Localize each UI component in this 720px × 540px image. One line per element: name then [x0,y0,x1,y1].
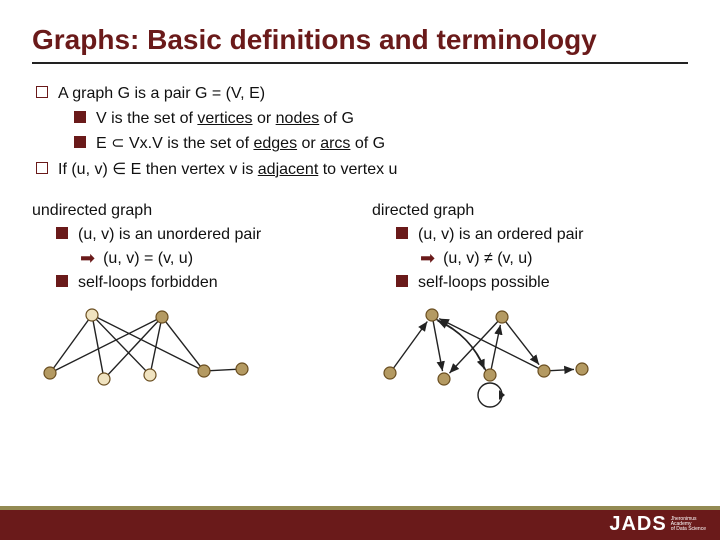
directed-graph [372,303,688,420]
undir-l2-text: self-loops forbidden [78,271,218,294]
logo-text: JADS [609,513,666,536]
filled-square-icon [56,227,68,239]
title-rule [32,62,688,64]
undir-heading: undirected graph [32,199,348,222]
bullet-1b-text: E ⊂ Vx.V is the set of edges or arcs of … [96,132,385,155]
jads-logo: JADS Jheronimus Academy of Data Science [609,513,706,536]
undirected-graph [32,303,348,410]
slide-title: Graphs: Basic definitions and terminolog… [32,24,688,56]
undir-l1b: ➡ (u, v) = (v, u) [80,247,348,270]
bullet-1: A graph G is a pair G = (V, E) [36,82,688,105]
filled-square-icon [56,275,68,287]
hollow-square-icon [36,162,48,174]
logo-subtext: Jheronimus Academy of Data Science [671,517,706,532]
column-directed: directed graph (u, v) is an ordered pair… [372,199,688,420]
dir-l2: self-loops possible [396,271,688,294]
undir-l2: self-loops forbidden [56,271,348,294]
filled-square-icon [74,111,86,123]
column-undirected: undirected graph (u, v) is an unordered … [32,199,348,420]
bullet-1a-text: V is the set of vertices or nodes of G [96,107,354,130]
footer-bar: JADS Jheronimus Academy of Data Science [0,510,720,540]
slide: Graphs: Basic definitions and terminolog… [0,0,720,540]
filled-square-icon [396,227,408,239]
directed-graph-svg [372,303,612,413]
bullet-2-text: If (u, v) ∈ E then vertex v is adjacent … [58,158,397,181]
undirected-graph-svg [32,303,272,403]
dir-heading: directed graph [372,199,688,222]
bullet-1a: V is the set of vertices or nodes of G [74,107,688,130]
undir-heading-text: undirected graph [32,199,152,222]
undir-l1: (u, v) is an unordered pair [56,223,348,246]
dir-l1-text: (u, v) is an ordered pair [418,223,583,246]
dir-l2-text: self-loops possible [418,271,550,294]
hollow-square-icon [36,86,48,98]
content-block: A graph G is a pair G = (V, E) V is the … [32,82,688,420]
undir-l1b-text: (u, v) = (v, u) [103,247,193,270]
dir-l1: (u, v) is an ordered pair [396,223,688,246]
bullet-1b: E ⊂ Vx.V is the set of edges or arcs of … [74,132,688,155]
undir-l1-text: (u, v) is an unordered pair [78,223,261,246]
dir-l1b: ➡ (u, v) ≠ (v, u) [420,247,688,270]
filled-square-icon [396,275,408,287]
dir-heading-text: directed graph [372,199,474,222]
bullet-2: If (u, v) ∈ E then vertex v is adjacent … [36,158,688,181]
dir-l1b-text: (u, v) ≠ (v, u) [443,247,532,270]
two-columns: undirected graph (u, v) is an unordered … [32,199,688,420]
arrow-icon: ➡ [80,249,95,267]
bullet-1-text: A graph G is a pair G = (V, E) [58,82,265,105]
arrow-icon: ➡ [420,249,435,267]
filled-square-icon [74,136,86,148]
